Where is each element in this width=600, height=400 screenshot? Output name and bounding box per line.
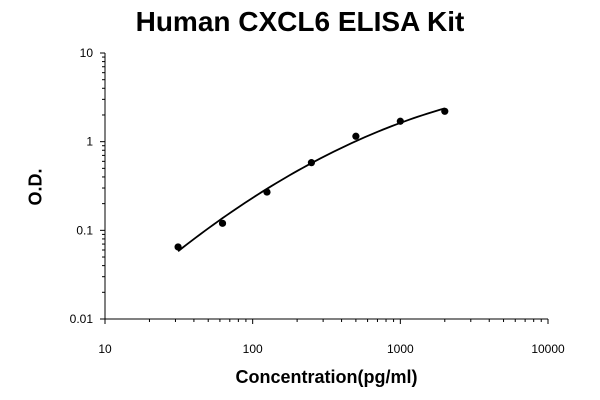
ticks: 0.01 0.1 1 10 10 100 1000 10000 <box>70 46 565 356</box>
data-point <box>263 188 271 196</box>
y-tick-label: 0.1 <box>76 223 93 237</box>
data-point <box>174 243 182 251</box>
x-tick-label: 100 <box>243 342 263 356</box>
y-tick-label: 1 <box>86 135 93 149</box>
axes <box>104 53 548 320</box>
fit-curve <box>177 107 446 252</box>
x-tick-label: 10000 <box>531 342 565 356</box>
chart-title: Human CXCL6 ELISA Kit <box>135 6 465 37</box>
fit-curve-group <box>177 107 446 252</box>
data-point <box>218 219 227 227</box>
data-points <box>174 107 449 251</box>
y-tick-label: 10 <box>80 46 94 60</box>
x-tick-label: 1000 <box>387 342 414 356</box>
x-axis-label: Concentration(pg/ml) <box>235 367 418 387</box>
x-tick-label: 10 <box>98 342 112 356</box>
data-point <box>396 117 404 125</box>
data-point <box>307 159 316 167</box>
data-point <box>441 107 449 115</box>
y-tick-label: 0.01 <box>70 312 94 326</box>
data-point <box>352 132 360 140</box>
y-axis-label: O.D. <box>25 168 46 206</box>
